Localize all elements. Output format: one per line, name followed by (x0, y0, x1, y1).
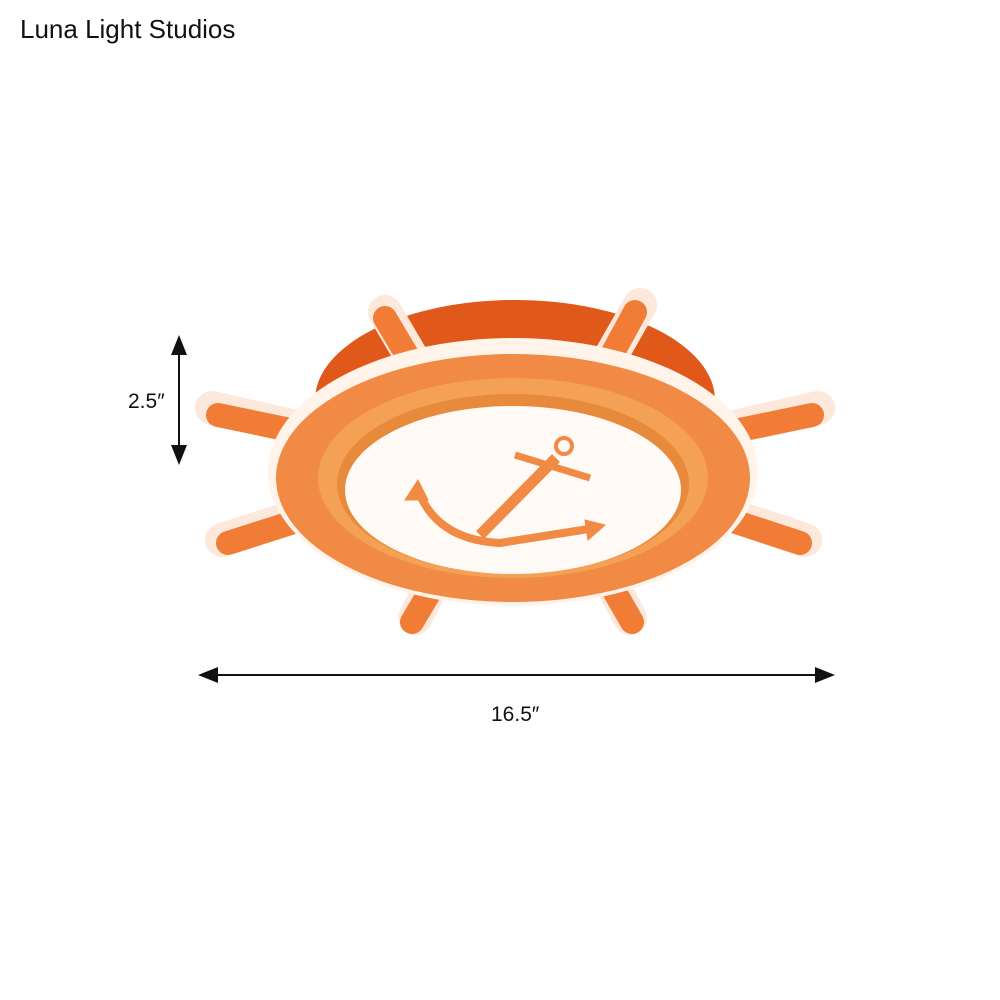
brand-name: Luna Light Studios (20, 14, 236, 44)
ship-wheel-lamp (195, 288, 835, 635)
anchor-icon (404, 436, 607, 548)
width-label: 16.5″ (491, 703, 540, 726)
height-label: 2.5″ (128, 390, 165, 413)
